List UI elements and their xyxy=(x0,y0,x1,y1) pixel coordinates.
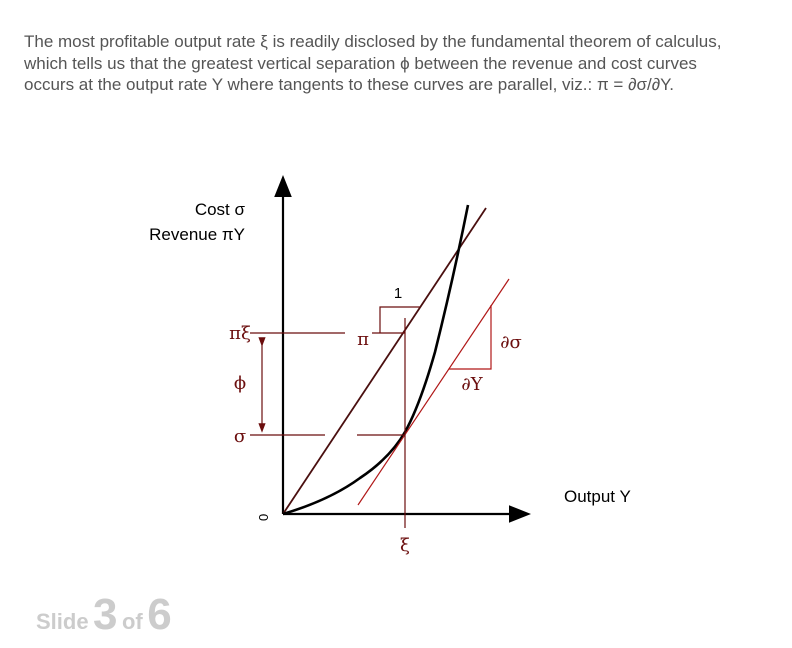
slide-counter: Slide 3 of 6 xyxy=(36,590,172,640)
partial-sigma-label: ∂σ xyxy=(500,332,522,353)
pi-label: π xyxy=(357,329,369,350)
revenue-slope-triangle xyxy=(379,306,420,333)
x-axis-label: Output Y xyxy=(564,487,631,506)
sigma-label: σ xyxy=(234,426,246,447)
intro-equation: π = ∂σ/∂Y. xyxy=(596,75,674,94)
phi-symbol: ϕ xyxy=(400,53,410,73)
pi-xi-label: πξ xyxy=(229,323,251,344)
phi-label: ϕ xyxy=(234,373,246,394)
intro-line1-a: The most profitable output rate xyxy=(24,32,261,51)
slide-current: 3 xyxy=(93,590,118,639)
one-label: 1 xyxy=(394,285,402,302)
intro-line1-b: is readily disclosed by the fundamental … xyxy=(267,32,722,51)
xi-label: ξ xyxy=(400,535,410,556)
xi-symbol: ξ xyxy=(260,32,268,51)
of-word: of xyxy=(121,609,143,634)
tangent-line xyxy=(357,278,510,506)
cost-curve xyxy=(282,204,470,516)
intro-paragraph: The most profitable output rate ξ is rea… xyxy=(24,31,774,96)
intro-line2-a: which tells us that the greatest vertica… xyxy=(24,53,401,73)
slide-word: Slide xyxy=(36,609,89,634)
tangent-triangle xyxy=(449,305,492,370)
origin-label: 0 xyxy=(256,514,271,521)
slide-total: 6 xyxy=(147,590,172,639)
partial-y-label: ∂Y xyxy=(461,374,483,395)
intro-line3-a: occurs at the output rate Y where tangen… xyxy=(24,75,597,94)
intro-line2-b: between the revenue and cost curves xyxy=(409,53,697,73)
y-axis-label-cost: Cost σ xyxy=(195,200,246,219)
y-axis-label-revenue: Revenue πY xyxy=(149,225,245,244)
revenue-line xyxy=(282,207,487,515)
